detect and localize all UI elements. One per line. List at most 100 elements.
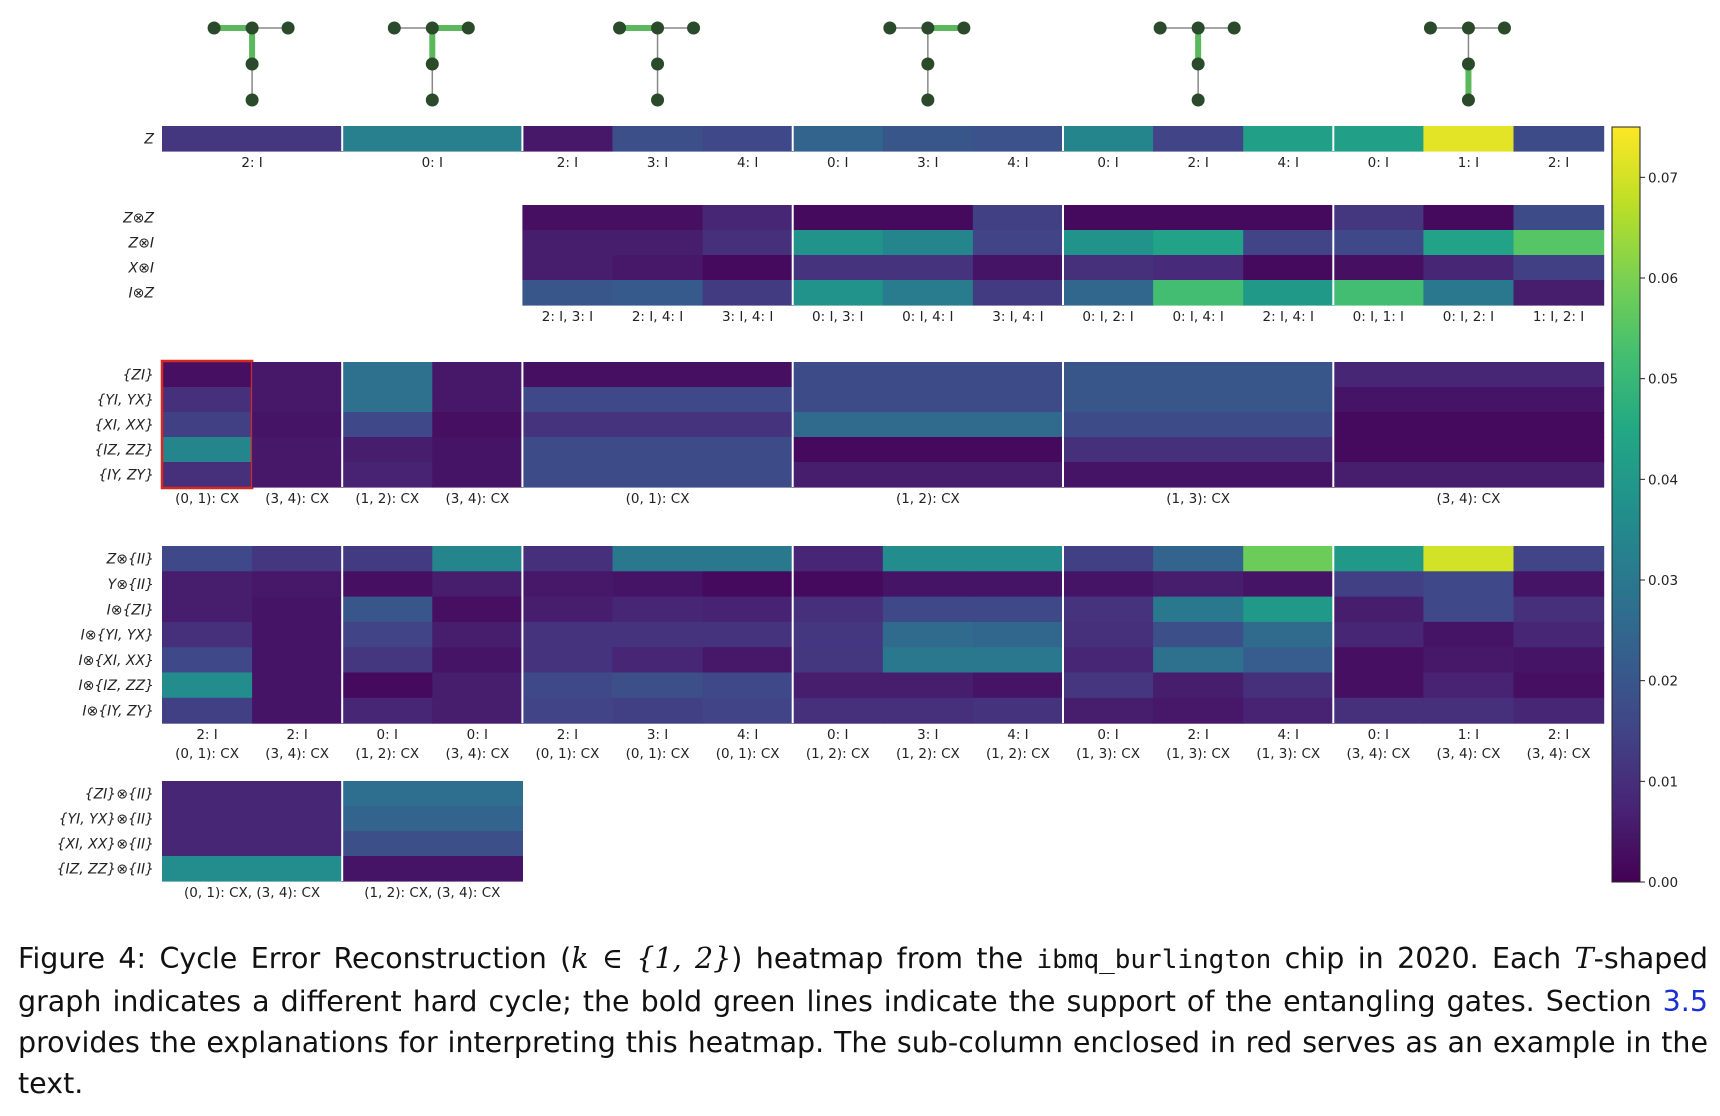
heatmap-cell bbox=[972, 571, 1064, 598]
heatmap-cell bbox=[342, 856, 523, 882]
heatmap-cell bbox=[1063, 230, 1154, 256]
qubit-node bbox=[281, 21, 295, 35]
qubit-node bbox=[1227, 21, 1241, 35]
heatmap-cell bbox=[162, 571, 253, 598]
heatmap-cell bbox=[342, 697, 433, 724]
heatmap-cell bbox=[1423, 126, 1515, 152]
heatmap-cell bbox=[252, 462, 343, 488]
column-idle-label: 2: I bbox=[286, 727, 307, 743]
heatmap-cell bbox=[1423, 205, 1515, 231]
row-label: I⊗{ZI} bbox=[107, 602, 154, 618]
colorbar-tick-label: 0.04 bbox=[1648, 472, 1678, 488]
heatmap-cell bbox=[1243, 672, 1334, 699]
heatmap-cell bbox=[702, 205, 794, 231]
heatmap-cell bbox=[162, 697, 253, 724]
heatmap-cell bbox=[882, 126, 974, 152]
column-gate-label: (0, 1): CX bbox=[626, 746, 690, 762]
heatmap-cell bbox=[1333, 596, 1424, 623]
heatmap-cell bbox=[972, 672, 1064, 699]
heatmap-cell bbox=[612, 571, 704, 598]
column-gate-label: (3, 4): CX bbox=[1437, 746, 1501, 762]
colorbar-tick-label: 0.01 bbox=[1648, 774, 1678, 790]
column-idle-label: 2: I bbox=[1187, 727, 1208, 743]
row-label: {ZI}⊗{II} bbox=[85, 787, 154, 803]
heatmap-cell bbox=[162, 781, 343, 807]
heatmap-cell bbox=[1333, 621, 1424, 648]
heatmap-cell bbox=[882, 596, 974, 623]
heatmap-cell bbox=[1153, 621, 1244, 648]
heatmap-cell bbox=[1153, 647, 1244, 674]
qubit-node bbox=[425, 57, 439, 71]
column-label: 4: I bbox=[1007, 155, 1028, 171]
qubit-node bbox=[651, 93, 665, 107]
heatmap-cell bbox=[792, 672, 884, 699]
section-ref-link[interactable]: 3.5 bbox=[1662, 985, 1708, 1018]
heatmap-cell bbox=[972, 126, 1064, 152]
column-idle-label: 2: I bbox=[196, 727, 217, 743]
column-gate-label: (3, 4): CX bbox=[445, 746, 509, 762]
row-label: Y⊗{II} bbox=[108, 577, 154, 593]
row-label: Z⊗{II} bbox=[106, 552, 154, 568]
cycle-error-heatmap-figure: Z Z⊗Z Z⊗I X⊗I I⊗Z {ZI} {YI, YX} {XI, XX} {IZ, ZZ… bbox=[57, 21, 1678, 901]
qubit-node bbox=[1497, 21, 1511, 35]
heatmap-cell bbox=[882, 546, 974, 572]
heatmap-cell bbox=[1063, 697, 1154, 724]
heatmap-cell bbox=[1423, 230, 1515, 256]
heatmap-cell bbox=[1063, 205, 1154, 231]
heatmap-cell bbox=[1333, 126, 1424, 152]
column-label: 0: I bbox=[1097, 155, 1118, 171]
caption-tail: provides the explanations for interpreti… bbox=[18, 1026, 1708, 1100]
figure-caption: Figure 4: Cycle Error Reconstruction (k … bbox=[18, 938, 1708, 1104]
heatmap-cell bbox=[1063, 571, 1154, 598]
heatmap-cell bbox=[612, 621, 704, 648]
heatmap-cell bbox=[522, 546, 614, 572]
heatmap-cell bbox=[972, 230, 1064, 256]
column-gate-label: (1, 3): CX bbox=[1166, 746, 1230, 762]
heatmap-cell bbox=[342, 647, 433, 674]
row-label: Z⊗I bbox=[128, 236, 154, 252]
heatmap-cell bbox=[792, 596, 884, 623]
heatmap-cell bbox=[972, 596, 1064, 623]
heatmap-cell bbox=[522, 230, 614, 256]
heatmap-cell bbox=[1333, 546, 1424, 572]
heatmap-cell bbox=[792, 571, 884, 598]
heatmap-cell bbox=[1153, 255, 1244, 281]
heatmap-cell bbox=[432, 672, 523, 699]
column-label: 0: I bbox=[422, 155, 443, 171]
column-idle-label: 4: I bbox=[1278, 727, 1299, 743]
qubit-node bbox=[613, 21, 627, 35]
heatmap-cell bbox=[1243, 596, 1334, 623]
heatmap-cell bbox=[1423, 621, 1515, 648]
heatmap-cell bbox=[882, 697, 974, 724]
caption-prefix: Figure 4: Cycle Error Reconstruction ( bbox=[18, 942, 572, 975]
heatmap-cell bbox=[342, 437, 433, 463]
cycle-graphs bbox=[207, 21, 1511, 107]
heatmap-cell bbox=[792, 437, 1064, 463]
heatmap-cell bbox=[612, 672, 704, 699]
heatmap-cell bbox=[1243, 571, 1334, 598]
heatmap-cell bbox=[252, 697, 343, 724]
heatmap-cell bbox=[972, 697, 1064, 724]
caption-rest: -shaped graph indicates a different hard… bbox=[18, 942, 1708, 1018]
column-label: (3, 4): CX bbox=[1437, 491, 1501, 507]
heatmap-cell bbox=[522, 621, 614, 648]
column-label: 1: I bbox=[1458, 155, 1479, 171]
column-label: 3: I, 4: I bbox=[992, 309, 1043, 325]
column-label: (1, 2): CX bbox=[896, 491, 960, 507]
heatmap-cell bbox=[1333, 462, 1605, 488]
heatmap-cell bbox=[1063, 596, 1154, 623]
heatmap-cell bbox=[252, 621, 343, 648]
heatmap-cell bbox=[792, 362, 1064, 388]
heatmap-cell bbox=[1513, 571, 1605, 598]
qubit-node bbox=[883, 21, 897, 35]
heatmap-cell bbox=[432, 621, 523, 648]
heatmap-cell bbox=[1333, 362, 1605, 388]
heatmap-cell bbox=[612, 697, 704, 724]
heatmap-cell bbox=[1333, 437, 1605, 463]
heatmap-cell bbox=[162, 806, 343, 832]
heatmap-cell bbox=[972, 205, 1064, 231]
column-idle-label: 0: I bbox=[1368, 727, 1389, 743]
column-label: 0: I, 3: I bbox=[812, 309, 863, 325]
colorbar-tick-label: 0.00 bbox=[1648, 875, 1678, 891]
heatmap-cell bbox=[522, 205, 614, 231]
